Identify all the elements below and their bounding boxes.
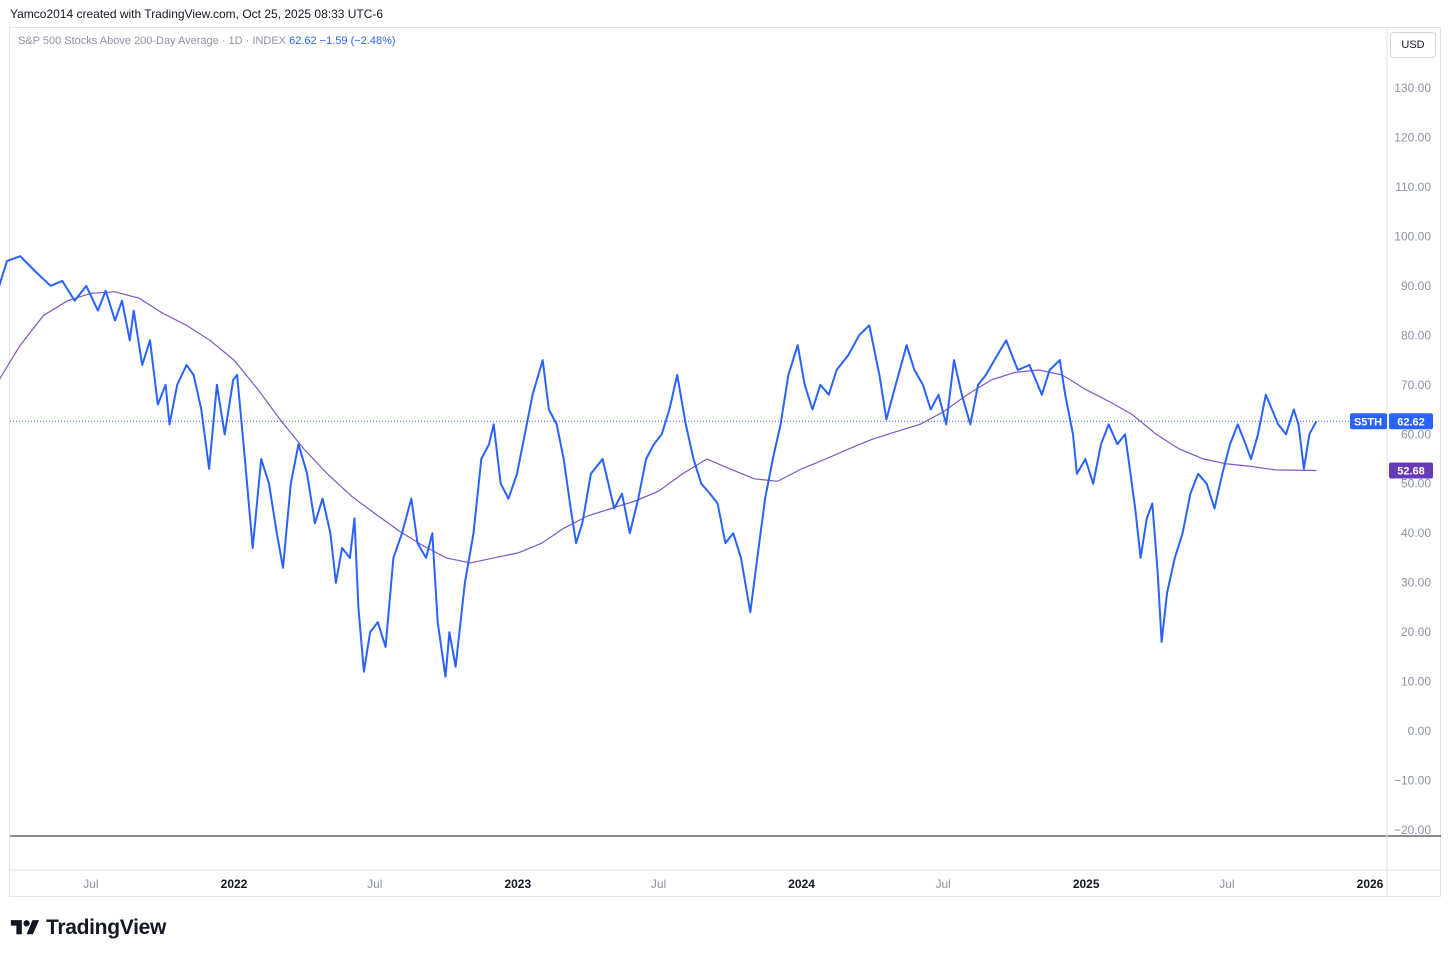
y-tick-label: 90.00 xyxy=(1401,279,1431,293)
y-tick-label: −20.00 xyxy=(1394,823,1431,837)
value-tag-bg xyxy=(1389,413,1433,430)
y-tick-label: 30.00 xyxy=(1401,576,1431,590)
legend-last: 62.62 xyxy=(289,35,317,47)
x-tick-labels: Jul 2022 Jul 2023 Jul 2024 Jul 2025 Jul 2026 xyxy=(83,877,1383,891)
y-tick-label: 40.00 xyxy=(1401,526,1431,540)
x-tick-label: 2025 xyxy=(1073,877,1100,891)
tradingview-brand[interactable]: TradingView xyxy=(10,916,166,940)
x-tick-label: 2026 xyxy=(1357,877,1384,891)
y-tick-label: 50.00 xyxy=(1401,477,1431,491)
y-tick-label: 60.00 xyxy=(1401,427,1431,441)
y-tick-label: 130.00 xyxy=(1394,81,1431,95)
y-tick-label: 100.00 xyxy=(1394,229,1431,243)
x-tick-label: Jul xyxy=(651,877,666,891)
s5th-price-line xyxy=(0,255,1318,678)
x-tick-label: Jul xyxy=(367,877,382,891)
legend-change: −1.59 xyxy=(319,35,348,47)
x-tick-label: 2022 xyxy=(221,877,248,891)
x-tick-label: Jul xyxy=(83,877,98,891)
moving-average-line xyxy=(0,291,1317,564)
symbol-tag-bg xyxy=(1350,413,1387,430)
y-tick-label: 70.00 xyxy=(1401,378,1431,392)
y-tick-label: 0.00 xyxy=(1408,724,1432,738)
brand-name: TradingView xyxy=(46,916,167,939)
ma-price-tag: 52.68 xyxy=(1389,462,1433,479)
y-tick-label: 120.00 xyxy=(1394,130,1431,144)
y-tick-label: 110.00 xyxy=(1395,180,1431,194)
y-tick-labels: 130.00 120.00 110.00 100.00 90.00 80.00 70.00 6… xyxy=(1394,81,1431,837)
y-tick-label: −10.00 xyxy=(1394,774,1431,788)
tradingview-logo-icon xyxy=(10,920,40,935)
main-price-tag: S5TH 62.62 xyxy=(1350,413,1433,430)
x-tick-label: Jul xyxy=(935,877,950,891)
currency-button[interactable]: USD xyxy=(1390,32,1436,58)
ma-tag-label: 52.68 xyxy=(1397,465,1425,477)
legend-change-pct: (−2.48%) xyxy=(350,35,396,47)
y-tick-label: 10.00 xyxy=(1401,675,1431,689)
symbol-tag-label: S5TH xyxy=(1354,416,1382,428)
chart-panel[interactable] xyxy=(9,27,1441,897)
x-tick-label: 2024 xyxy=(788,877,815,891)
y-tick-label: 20.00 xyxy=(1401,625,1431,639)
ma-tag-bg xyxy=(1389,462,1433,479)
chart-attribution: Yamco2014 created with TradingView.com, … xyxy=(10,7,384,21)
value-tag-label: 62.62 xyxy=(1397,416,1425,428)
x-tick-label: Jul xyxy=(1219,877,1234,891)
y-tick-label: 80.00 xyxy=(1401,328,1431,342)
x-tick-label: 2023 xyxy=(504,877,531,891)
series-legend[interactable]: S&P 500 Stocks Above 200-Day Average · 1… xyxy=(18,35,396,47)
legend-title: S&P 500 Stocks Above 200-Day Average · 1… xyxy=(18,35,287,47)
